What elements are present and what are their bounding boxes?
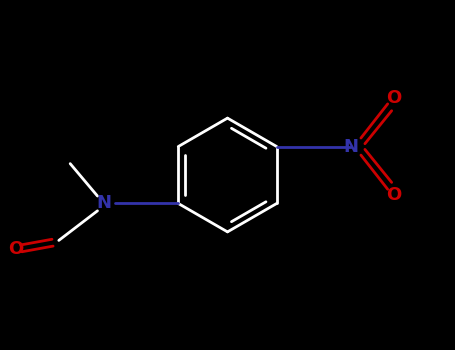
Text: O: O — [386, 89, 401, 107]
Text: O: O — [9, 240, 24, 258]
Text: N: N — [97, 195, 112, 212]
Text: N: N — [343, 138, 358, 155]
Text: O: O — [386, 186, 401, 204]
